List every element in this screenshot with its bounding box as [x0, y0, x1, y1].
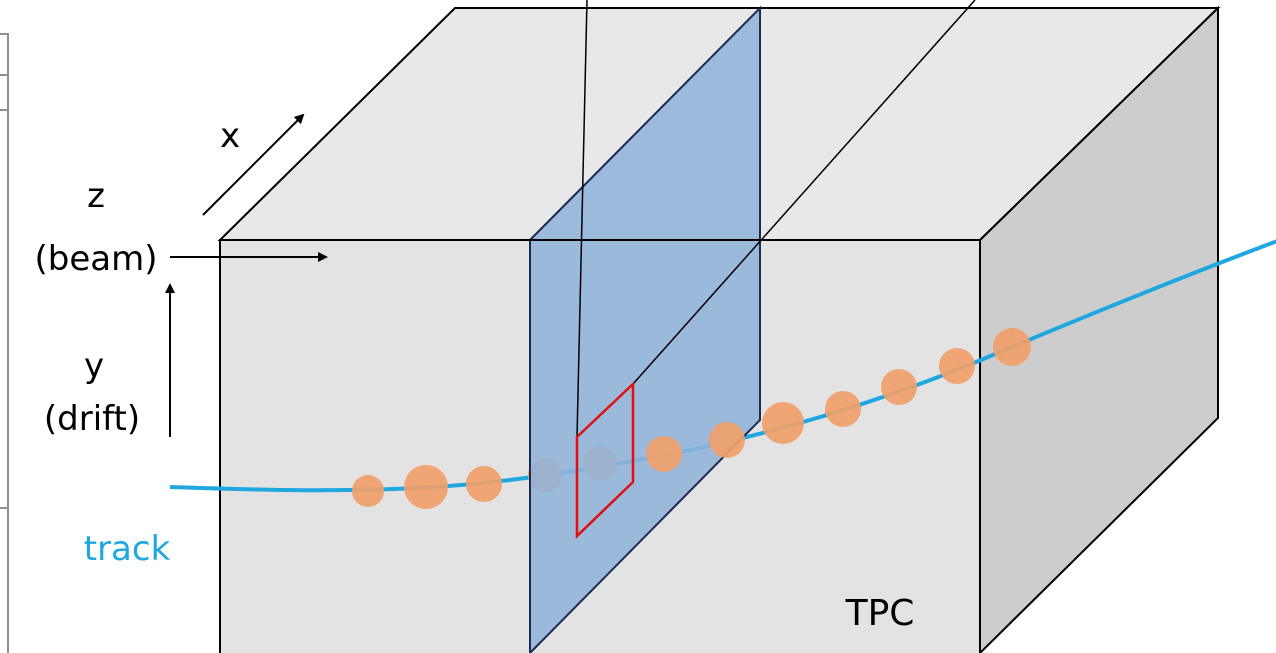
pad-plane: [529, 5, 761, 653]
selected-pad: [575, 381, 635, 539]
hit-point: [881, 369, 917, 405]
hit-point: [762, 402, 804, 444]
hit-point: [352, 475, 384, 507]
axes: [165, 113, 328, 437]
projection-line-right: [632, 0, 976, 385]
z-axis-note: (beam): [35, 239, 158, 279]
z-axis-label: z: [87, 176, 105, 216]
x-axis-arrow: [202, 113, 305, 216]
hit-point: [993, 328, 1031, 366]
hit-point: [466, 466, 502, 502]
hit-point: [825, 391, 861, 427]
hit-point: [404, 465, 448, 509]
x-axis-label: x: [220, 116, 240, 156]
hit-point: [646, 436, 682, 472]
projection-line-left: [576, 0, 588, 438]
tpc-label: TPC: [845, 593, 915, 634]
y-axis-note: (drift): [44, 399, 140, 439]
track-label: track: [84, 529, 171, 569]
hit-point: [709, 422, 745, 458]
selected-pad-group: [575, 0, 976, 539]
left-frame-fragment: [0, 33, 9, 653]
hits-front: [352, 328, 1031, 509]
y-axis-label: y: [84, 346, 104, 386]
hit-point: [939, 348, 975, 384]
